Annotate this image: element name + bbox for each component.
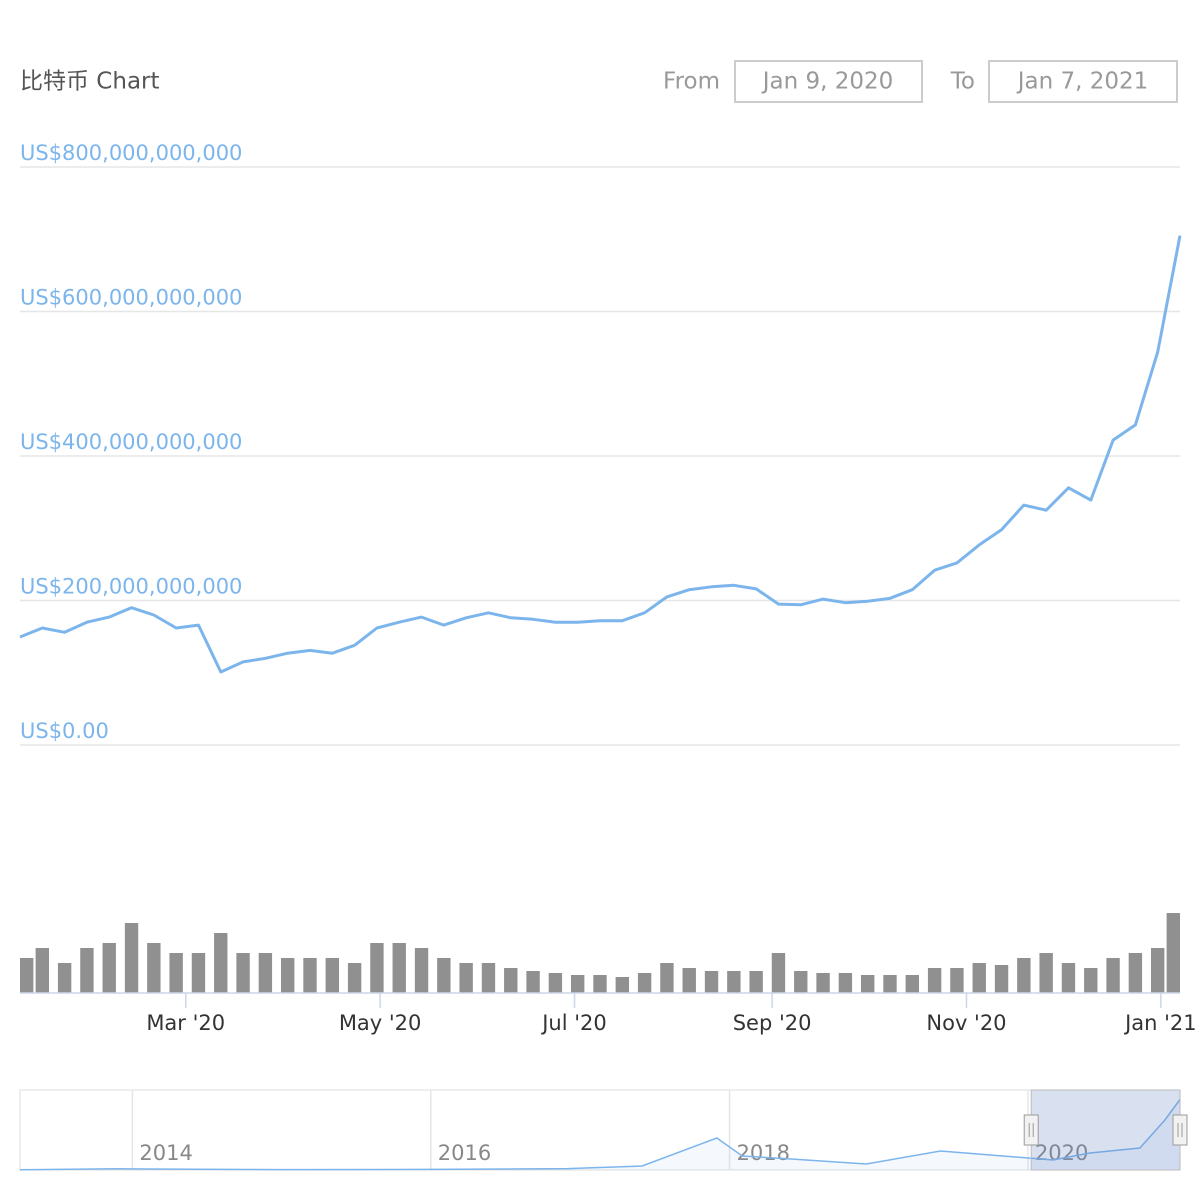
volume-bar [1166,913,1180,993]
chart-title: 比特币 Chart [20,69,160,95]
navigator-handle[interactable] [1172,1114,1188,1146]
navigator-tick-label: 2020 [1035,1141,1088,1165]
to-label: To [950,69,975,95]
volume-bar [682,968,696,993]
volume-bar [102,943,116,993]
navigator-area [20,1099,1180,1170]
volume-bar [749,971,763,993]
y-tick-label: US$800,000,000,000 [20,141,242,165]
navigator-selection[interactable] [1030,1089,1181,1171]
volume-bar [905,975,919,993]
volume-bar [437,958,451,993]
volume-bar [80,948,94,993]
volume-bar [258,953,273,993]
volume-bar [481,963,496,993]
volume-bar [972,963,986,993]
volume-bar [660,963,674,993]
volume-bar [950,968,964,993]
navigator-tick-label: 2016 [438,1141,491,1165]
navigator-frame [19,1089,1181,1171]
volume-bar [794,971,808,993]
volume-bar [147,943,161,993]
volume-bar [727,971,741,993]
volume-bar [35,948,49,993]
x-tick-label: Sep '20 [733,1011,812,1035]
volume-bar [816,973,830,993]
volume-bar [1106,958,1120,993]
y-tick-label: US$400,000,000,000 [20,430,242,454]
volume-bar [303,958,317,993]
from-date[interactable]: Jan 9, 2020 [761,69,894,95]
x-tick-label: Nov '20 [926,1011,1006,1035]
volume-bar [704,971,719,993]
volume-bar [1017,958,1031,993]
navigator-tick-label: 2014 [139,1141,192,1165]
to-date[interactable]: Jan 7, 2021 [1016,69,1149,95]
volume-bar [281,958,295,993]
volume-bar [771,953,786,993]
volume-bar [57,963,72,993]
volume-bar [838,973,853,993]
volume-bar [124,923,139,993]
navigator-line [19,1099,1181,1171]
y-tick-label: US$0.00 [20,719,109,743]
x-tick-label: Jan '21 [1123,1011,1197,1035]
volume-bar [548,973,563,993]
from-label: From [663,69,720,95]
volume-bar [347,963,362,993]
to-input[interactable] [988,60,1178,103]
x-tick-label: May '20 [339,1011,422,1035]
volume-bar [571,975,585,993]
volume-bar [169,953,183,993]
navigator-tick-label: 2018 [737,1141,790,1165]
volume-bar [861,975,875,993]
x-tick-label: Mar '20 [146,1011,225,1035]
volume-bar [504,968,518,993]
y-tick-label: US$200,000,000,000 [20,575,242,599]
volume-bar [325,958,339,993]
volume-bar [526,971,540,993]
volume-bar [883,975,897,993]
volume-bar [392,943,406,993]
volume-bar [236,953,250,993]
volume-bar [370,943,384,993]
volume-bar [1084,968,1098,993]
y-tick-label: US$600,000,000,000 [20,286,242,310]
volume-bar [615,977,629,993]
volume-bar [191,953,206,993]
market-cap-line [19,235,1182,674]
volume-bar [1151,948,1165,993]
volume-bar [1061,963,1076,993]
volume-bar [994,965,1009,993]
from-input[interactable] [734,60,923,103]
volume-bar [459,963,473,993]
volume-bar [637,973,652,993]
volume-bar [1128,953,1143,993]
volume-bar [414,948,429,993]
x-tick-label: Jul '20 [540,1011,607,1035]
volume-bar [214,933,228,993]
volume-bar [1039,953,1053,993]
navigator-handle[interactable] [1023,1114,1039,1146]
volume-bar [593,975,607,993]
volume-bar [927,968,942,993]
volume-bar [20,958,34,993]
